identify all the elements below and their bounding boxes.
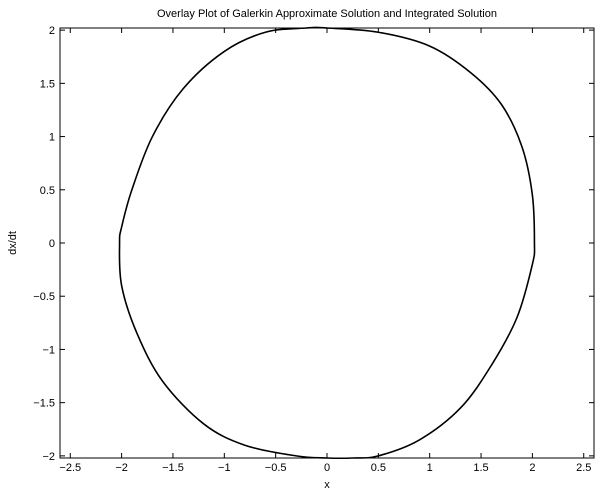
series-line-0 [118, 26, 536, 460]
plot-area: −2.5 −2 −1.5 −1 −0.5 0 0.5 1 1.5 2 2.5 −2 −1.5 −1 −0.5… [33, 25, 595, 474]
x-tick-label: 2 [529, 462, 535, 474]
x-tick-label: 0.5 [371, 462, 386, 474]
y-tick-label: −1.5 [33, 398, 55, 410]
y-tick-label: −0.5 [33, 291, 55, 303]
axes-box [59, 27, 595, 459]
x-tick-label: −2 [115, 462, 128, 474]
x-axis-label: x [324, 479, 330, 488]
chart-title: Overlay Plot of Galerkin Approximate Sol… [157, 8, 497, 20]
y-axis-label: dx/dt [7, 231, 19, 255]
y-tick-label: 1.5 [40, 78, 55, 90]
y-tick-label: 0 [49, 238, 55, 250]
x-tick-label: −1.5 [162, 462, 184, 474]
x-tick-label: −0.5 [265, 462, 287, 474]
y-tick-label: 2 [49, 25, 55, 37]
x-tick-label: −2.5 [59, 462, 81, 474]
y-tick-label: 0.5 [40, 185, 55, 197]
x-tick-label: 2.5 [576, 462, 591, 474]
x-tick-label: 0 [324, 462, 330, 474]
y-tick-label: −2 [42, 451, 55, 463]
y-tick-label: −1 [42, 344, 55, 356]
x-tick-label: 1 [427, 462, 433, 474]
y-tick-label: 1 [49, 132, 55, 144]
x-tick-label: 1.5 [473, 462, 488, 474]
x-tick-label: −1 [218, 462, 231, 474]
